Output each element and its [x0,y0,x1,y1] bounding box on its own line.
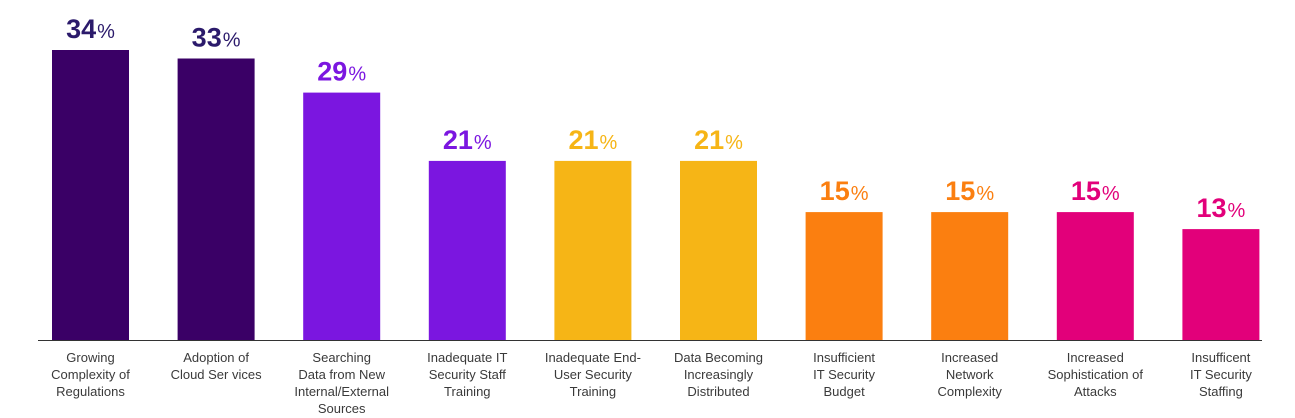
value-percent-sign: % [223,30,241,52]
category-label-6: Data Becoming Increasingly Distributed [674,350,763,399]
category-label-line: Complexity of [51,367,130,382]
category-label-line: Sources [318,401,366,416]
bars-group [52,50,1260,340]
value-number: 21 [568,125,598,155]
bar-10 [1182,229,1260,340]
category-label-line: Internal/External [294,384,389,399]
category-label-line: Inadequate IT [427,350,507,365]
value-label-6: 21% [694,125,743,155]
value-label-9: 15% [1071,176,1120,206]
value-number: 15 [945,176,975,206]
value-percent-sign: % [1228,200,1246,222]
value-number: 21 [694,125,724,155]
category-label-line: User Security [554,367,633,382]
value-number: 21 [443,125,473,155]
value-label-7: 15% [820,176,869,206]
value-percent-sign: % [348,64,366,86]
value-label-3: 29% [317,57,366,87]
bar-3 [303,92,381,340]
category-label-5: Inadequate End- User Security Training [545,350,641,399]
category-label-line: Training [444,384,490,399]
category-label-8: Increased Network Complexity [938,350,1003,399]
category-label-line: Complexity [938,384,1003,399]
value-number: 13 [1196,193,1226,223]
value-percent-sign: % [851,183,869,205]
value-label-8: 15% [945,176,994,206]
category-label-line: Training [570,384,616,399]
category-label-line: Increased [1067,350,1124,365]
value-percent-sign: % [600,132,618,154]
bar-5 [554,160,632,340]
category-label-7: Insufficient IT Security Budget [813,350,875,399]
category-label-line: Regulations [56,384,125,399]
value-percent-sign: % [1102,183,1120,205]
category-label-line: Network [946,367,994,382]
category-label-line: Sophistication of [1048,367,1144,382]
value-percent-sign: % [976,183,994,205]
category-label-line: IT Security [1190,367,1252,382]
value-number: 29 [317,57,347,87]
category-label-9: Increased Sophistication of Attacks [1048,350,1144,399]
value-labels-group: 34% 33%29%21% 21% 21%15% 15% 15% 13% [66,14,1245,223]
bar-1 [52,50,129,340]
value-label-1: 34% [66,14,115,44]
category-label-line: Adoption of [183,350,249,365]
category-label-line: Searching [312,350,371,365]
category-labels-group: Growing Complexity of Regulations Adoption … [51,350,1252,416]
category-label-line: Cloud Ser vices [171,367,263,382]
category-label-line: Insufficent [1191,350,1250,365]
category-label-line: Inadequate End- [545,350,641,365]
category-label-line: Budget [823,384,865,399]
category-label-2: Adoption of Cloud Ser vices [171,350,263,382]
bar-4 [428,160,506,340]
category-label-line: IT Security [813,367,875,382]
value-percent-sign: % [474,132,492,154]
value-percent-sign: % [725,132,743,154]
category-label-line: Distributed [687,384,749,399]
value-number: 15 [1071,176,1101,206]
category-label-line: Attacks [1074,384,1117,399]
bar-6 [680,160,757,340]
category-label-line: Security Staff [429,367,506,382]
value-label-5: 21% [568,125,617,155]
value-label-2: 33% [192,23,241,53]
category-label-line: Increasingly [684,367,754,382]
category-label-line: Insufficient [813,350,875,365]
category-label-line: Staffing [1199,384,1243,399]
category-label-3: Searching Data from New Internal/External S… [294,350,389,416]
bar-2 [177,58,255,340]
bar-8 [931,212,1009,340]
value-number: 15 [820,176,850,206]
bar-9 [1056,212,1134,340]
category-label-10: Insufficent IT Security Staffing [1190,350,1252,399]
category-label-line: Increased [941,350,998,365]
category-label-line: Data Becoming [674,350,763,365]
category-label-1: Growing Complexity of Regulations [51,350,130,399]
category-label-line: Growing [66,350,114,365]
category-label-4: Inadequate IT Security Staff Training [427,350,507,399]
bar-7 [805,212,883,340]
category-label-line: Data from New [298,367,385,382]
value-number: 34 [66,14,96,44]
value-label-10: 13% [1196,193,1245,223]
value-label-4: 21% [443,125,492,155]
value-percent-sign: % [97,21,115,43]
value-number: 33 [192,23,222,53]
